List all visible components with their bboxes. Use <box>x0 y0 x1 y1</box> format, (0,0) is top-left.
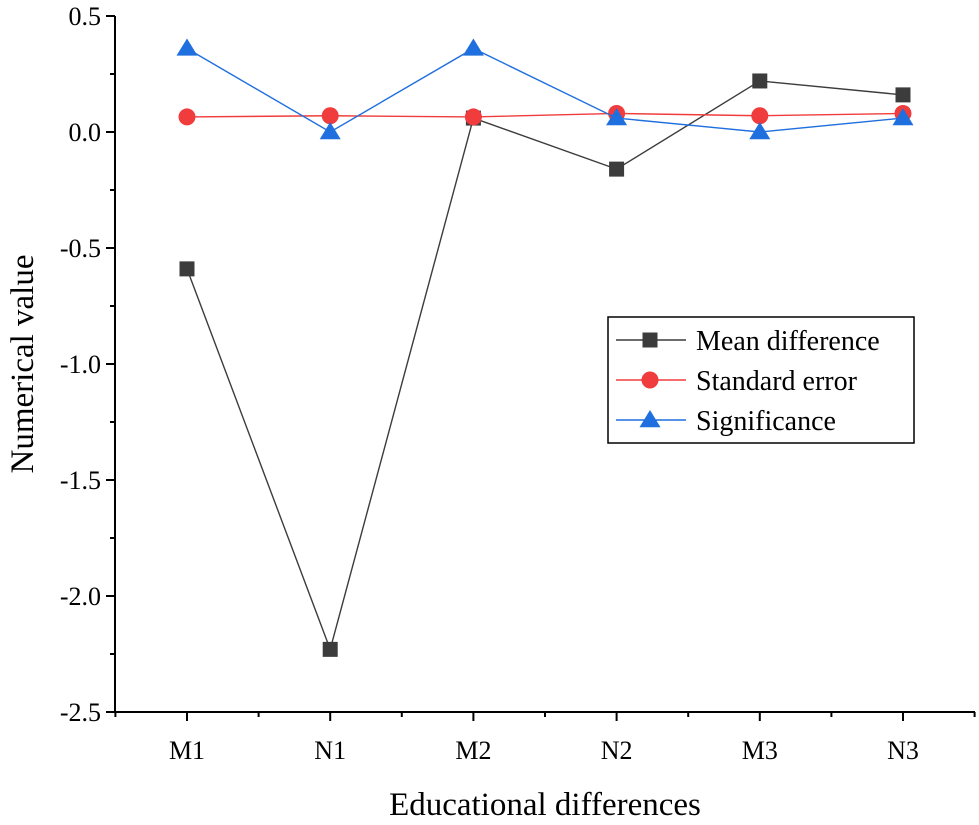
data-point <box>321 107 339 125</box>
legend-item: Standard error <box>616 366 858 397</box>
legend-marker <box>642 332 658 348</box>
series-line <box>186 112 904 118</box>
data-point <box>178 108 196 126</box>
x-tick-label: N2 <box>601 736 633 765</box>
x-tick-label: M2 <box>455 736 491 765</box>
data-point <box>179 261 195 277</box>
y-tick-label: -2.0 <box>60 582 101 611</box>
data-point <box>464 108 482 126</box>
series-line <box>186 47 904 133</box>
data-point <box>752 73 768 89</box>
legend-item: Significance <box>616 406 836 437</box>
y-tick-label: 0.5 <box>69 2 102 31</box>
legend: Mean difference Standard error Significanc… <box>607 316 915 444</box>
y-tick-label: -2.5 <box>60 698 101 727</box>
y-tick-label: 0.0 <box>69 118 102 147</box>
legend-item: Mean difference <box>616 326 880 357</box>
data-point <box>751 107 769 125</box>
x-axis-title: Educational differences <box>389 787 701 823</box>
data-point <box>895 87 911 103</box>
data-point <box>319 122 341 140</box>
data-point <box>606 108 628 126</box>
x-tick-label: N1 <box>314 736 346 765</box>
y-tick-label: -1.0 <box>60 350 101 379</box>
x-tick-label: M1 <box>169 736 205 765</box>
series-line <box>186 80 904 652</box>
legend-label: Standard error <box>696 366 858 397</box>
legend-marker <box>641 371 659 389</box>
data-point <box>749 122 771 140</box>
series-layer <box>176 38 914 657</box>
series-significance <box>176 38 914 140</box>
x-tick-label: M3 <box>742 736 778 765</box>
x-tick-label: N3 <box>887 736 919 765</box>
data-point <box>176 38 198 56</box>
x-ticks: M1 N1 M2 N2 M3 N3 <box>114 712 976 765</box>
data-point <box>892 108 914 126</box>
y-tick-label: -0.5 <box>60 234 101 263</box>
data-point <box>609 161 625 177</box>
legend-label: Significance <box>696 406 836 437</box>
legend-label: Mean difference <box>696 326 880 357</box>
legend-marker <box>639 410 661 428</box>
data-point <box>322 641 338 657</box>
data-point <box>462 38 484 56</box>
y-tick-label: -1.5 <box>60 466 101 495</box>
legend-items: Mean difference Standard error Significanc… <box>616 326 880 437</box>
y-axis-title: Numerical value <box>5 255 41 474</box>
y-ticks: 0.5 0.0 -0.5 -1.0 -1.5 -2.0 -2.5 <box>60 2 115 727</box>
